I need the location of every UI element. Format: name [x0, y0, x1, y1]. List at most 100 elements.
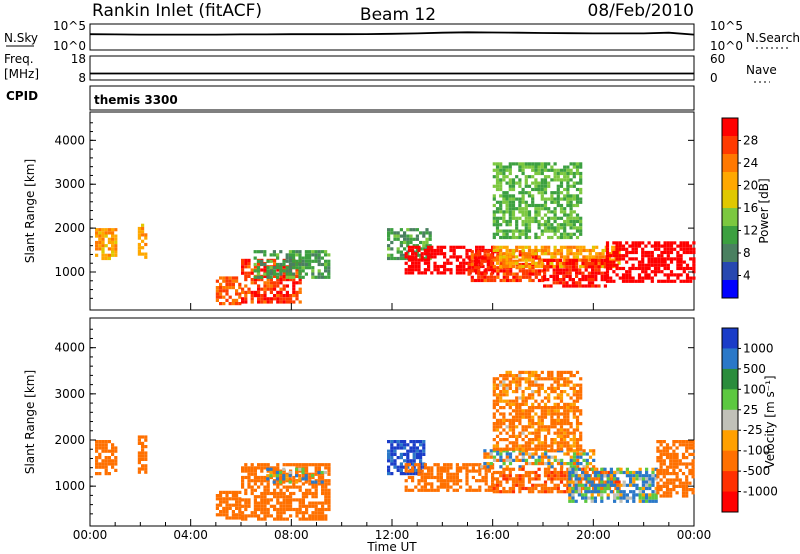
- heatmap-cell: [559, 370, 564, 374]
- heatmap-cell: [493, 256, 497, 260]
- heatmap-cell: [534, 458, 538, 462]
- heatmap-cell: [417, 479, 421, 483]
- heatmap-cell: [295, 474, 299, 478]
- heatmap-cell: [665, 478, 670, 482]
- heatmap-cell: [480, 278, 484, 283]
- heatmap-cell: [518, 191, 522, 195]
- heatmap-cell: [253, 262, 257, 267]
- heatmap-cell: [692, 241, 696, 245]
- heatmap-cell: [601, 255, 605, 259]
- heatmap-cell: [543, 284, 547, 288]
- heatmap-cell: [553, 396, 557, 400]
- heatmap-cell: [269, 259, 273, 263]
- heatmap-cell: [651, 474, 655, 478]
- heatmap-cell: [566, 171, 570, 176]
- velocity-colorbar-tick-label: 500: [743, 362, 766, 376]
- heatmap-cell: [598, 480, 602, 484]
- heatmap-cell: [621, 254, 626, 258]
- heatmap-cell: [247, 274, 251, 278]
- heatmap-cell: [107, 459, 111, 463]
- heatmap-cell: [508, 223, 512, 227]
- heatmap-cell: [324, 514, 328, 518]
- heatmap-cell: [257, 297, 261, 301]
- heatmap-cell: [98, 228, 102, 232]
- heatmap-cell: [540, 490, 544, 494]
- heatmap-cell: [489, 256, 494, 260]
- heatmap-cell: [632, 483, 636, 487]
- heatmap-cell: [98, 456, 102, 460]
- heatmap-cell: [499, 207, 503, 211]
- heatmap-cell: [676, 276, 680, 280]
- heatmap-cell: [521, 245, 525, 249]
- heatmap-cell: [647, 273, 651, 277]
- heatmap-cell: [565, 271, 569, 275]
- heatmap-cell: [137, 435, 141, 439]
- heatmap-cell: [492, 245, 496, 249]
- heatmap-cell: [502, 278, 506, 283]
- heatmap-cell: [101, 256, 105, 261]
- heatmap-cell: [537, 278, 542, 283]
- heatmap-cell: [495, 434, 500, 438]
- heatmap-cell: [553, 425, 557, 429]
- heatmap-cell: [597, 271, 601, 275]
- heatmap-cell: [101, 231, 105, 235]
- heatmap-cell: [478, 245, 482, 249]
- heatmap-cell: [327, 269, 331, 273]
- heatmap-cell: [654, 493, 658, 497]
- heatmap-cell: [540, 181, 544, 185]
- heatmap-cell: [499, 168, 503, 172]
- heatmap-cell: [650, 244, 654, 248]
- heatmap-cell: [537, 444, 541, 448]
- heatmap-cell: [566, 483, 570, 487]
- heatmap-cell: [511, 425, 516, 429]
- heatmap-cell: [98, 247, 102, 251]
- heatmap-cell: [225, 516, 229, 520]
- heatmap-cell: [663, 241, 667, 245]
- heatmap-cell: [427, 268, 431, 272]
- heatmap-cell: [553, 467, 557, 471]
- heatmap-cell: [247, 290, 251, 294]
- heatmap-cell: [515, 261, 519, 265]
- heatmap-cell: [666, 254, 670, 258]
- heatmap-cell: [495, 483, 500, 487]
- heatmap-cell: [114, 237, 118, 241]
- heatmap-cell: [534, 219, 538, 224]
- heatmap-cell: [292, 284, 296, 288]
- heatmap-cell: [484, 488, 488, 492]
- heatmap-cell: [285, 290, 289, 294]
- heatmap-cell: [569, 248, 573, 253]
- heatmap-cell: [537, 383, 541, 387]
- heatmap-cell: [305, 511, 309, 515]
- heatmap-cell: [625, 247, 629, 251]
- heatmap-cell: [266, 498, 270, 502]
- heatmap-cell: [543, 181, 548, 185]
- heatmap-cell: [512, 278, 516, 283]
- heatmap-cell: [656, 488, 660, 492]
- heatmap-cell: [544, 452, 548, 456]
- heatmap-cell: [566, 191, 570, 195]
- heatmap-cell: [675, 462, 679, 466]
- heatmap-cell: [609, 263, 613, 267]
- heatmap-cell: [521, 467, 525, 471]
- heatmap-cell: [568, 474, 572, 478]
- heatmap-cell: [656, 459, 660, 463]
- heatmap-cell: [502, 194, 506, 198]
- heatmap-cell: [399, 446, 403, 450]
- heatmap-cell: [543, 490, 548, 494]
- heatmap-cell: [244, 278, 248, 282]
- heatmap-cell: [403, 472, 407, 476]
- heatmap-cell: [269, 470, 273, 475]
- heatmap-cell: [568, 268, 572, 272]
- heatmap-cell: [250, 491, 254, 496]
- heatmap-cell: [675, 440, 679, 444]
- heatmap-cell: [537, 377, 541, 381]
- heatmap-cell: [534, 438, 538, 442]
- heatmap-cell: [575, 235, 580, 240]
- heatmap-cell: [534, 187, 538, 192]
- heatmap-cell: [219, 302, 223, 306]
- heatmap-cell: [304, 474, 308, 478]
- heatmap-cell: [417, 264, 421, 269]
- heatmap-cell: [241, 498, 245, 502]
- heatmap-cell: [518, 250, 522, 254]
